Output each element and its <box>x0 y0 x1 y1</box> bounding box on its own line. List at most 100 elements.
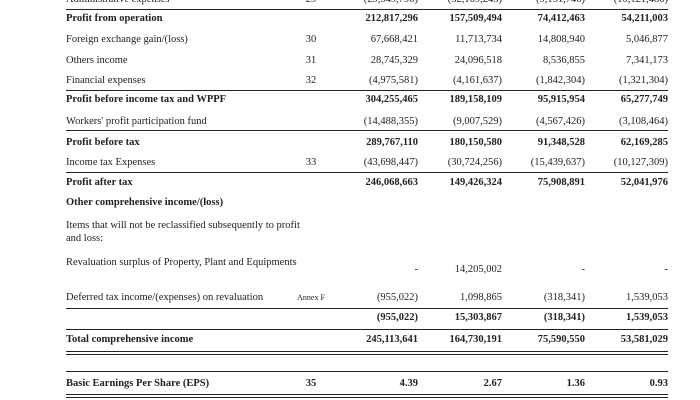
row-label: Foreign exchange gain/(loss) <box>66 34 188 45</box>
row-note: 32 <box>305 75 317 86</box>
table-row: Profit before income tax and WPPF 304,255… <box>66 93 668 107</box>
row-value: (30,724,256) <box>447 157 502 168</box>
double-rule <box>66 351 668 355</box>
row-label: Profit after tax <box>66 177 133 188</box>
row-label: Workers' profit participation fund <box>66 116 207 127</box>
row-value: 149,426,324 <box>449 177 503 188</box>
rule <box>66 90 668 91</box>
table-row: Income tax Expenses 33 (43,698,447) (30,724… <box>66 156 668 170</box>
row-label: Other comprehensive income/(loss) <box>66 197 224 208</box>
row-label: Basic Earnings Per Share (EPS) <box>66 378 210 389</box>
row-value: 65,277,749 <box>620 94 668 105</box>
row-value: 53,581,029 <box>620 334 668 345</box>
row-value: 52,041,976 <box>620 177 668 188</box>
row-value: (1,842,304) <box>536 75 585 86</box>
table-row: Financial expenses 32 (4,975,581) (4,161,63… <box>66 74 668 88</box>
row-value: 74,412,463 <box>537 13 585 24</box>
row-value: (32,169,243) <box>412 0 502 7</box>
row-value: 11,713,734 <box>455 34 502 45</box>
table-row: Profit after tax 246,068,663 149,426,324 75… <box>66 176 668 190</box>
row-value: (318,341) <box>543 312 585 323</box>
table-row: Profit before tax 289,767,110 180,150,580 9… <box>66 136 668 150</box>
row-value: 304,255,465 <box>365 94 419 105</box>
row-value: (10,121,486) <box>578 0 668 7</box>
row-label: Financial expenses <box>66 75 146 86</box>
row-value: 67,668,421 <box>370 34 418 45</box>
row-value: (14,488,355) <box>363 116 418 127</box>
row-value: (9,151,746) <box>495 0 585 7</box>
row-value: 91,348,528 <box>537 137 585 148</box>
row-value: 157,509,494 <box>449 13 503 24</box>
row-value: (15,439,637) <box>530 157 585 168</box>
table-row: Administrative expenses 29(29,549,790)(32… <box>66 0 668 7</box>
row-value: - <box>414 264 419 275</box>
row-value: (43,698,447) <box>363 157 418 168</box>
rule <box>66 308 668 309</box>
rule <box>66 371 668 372</box>
row-value: (3,108,464) <box>619 116 668 127</box>
row-value: 75,590,550 <box>537 334 585 345</box>
row-value: 1,539,053 <box>626 292 668 303</box>
row-label: Profit before tax <box>66 137 140 148</box>
row-label: Others income <box>66 55 128 66</box>
table-row: Foreign exchange gain/(loss) 30 67,668,421… <box>66 33 668 47</box>
row-note: 29 <box>291 0 331 7</box>
row-label: Income tax Expenses <box>66 157 156 168</box>
row-value: (4,161,637) <box>453 75 502 86</box>
row-value: 246,068,663 <box>365 177 419 188</box>
row-value: 164,730,191 <box>449 334 503 345</box>
row-note: 30 <box>305 34 317 45</box>
row-note: Annex F <box>297 293 325 302</box>
row-value: - <box>581 264 586 275</box>
row-value: (1,321,304) <box>619 75 668 86</box>
row-value: 212,817,296 <box>365 13 419 24</box>
row-note: 33 <box>305 157 317 168</box>
row-value: 14,205,002 <box>454 264 502 275</box>
double-rule <box>66 394 668 398</box>
row-note: 31 <box>305 55 317 66</box>
row-value: 180,150,580 <box>449 137 503 148</box>
row-value: (9,007,529) <box>453 116 502 127</box>
row-value: 95,915,954 <box>537 94 585 105</box>
row-label: Profit before income tax and WPPF <box>66 94 227 105</box>
row-value: 2.67 <box>483 378 502 389</box>
row-label: Revaluation surplus of Property, Plant a… <box>66 257 297 268</box>
row-value: (4,975,581) <box>369 75 418 86</box>
row-value: 1,539,053 <box>626 312 668 323</box>
row-value: 75,908,891 <box>537 177 585 188</box>
table-row: Total comprehensive income 245,113,641 164… <box>66 333 668 347</box>
row-value: 24,096,518 <box>454 55 502 66</box>
row-label: Deferred tax income/(expenses) on revalu… <box>66 292 264 303</box>
row-value: (10,127,309) <box>613 157 668 168</box>
row-label: Administrative expenses <box>66 0 170 7</box>
row-value: - <box>664 264 669 275</box>
row-value: 289,767,110 <box>366 137 418 148</box>
row-value: 28,745,329 <box>370 55 418 66</box>
rule <box>66 329 668 330</box>
row-label: Total comprehensive income <box>66 334 194 345</box>
row-value: (955,022) <box>376 292 418 303</box>
row-value: 14,808,940 <box>537 34 585 45</box>
row-value: 189,158,109 <box>449 94 503 105</box>
row-value: (955,022) <box>376 312 418 323</box>
row-value: 1.36 <box>566 378 585 389</box>
row-value: 5,046,877 <box>626 34 668 45</box>
row-note: 35 <box>305 378 317 389</box>
row-value: (318,341) <box>543 292 585 303</box>
row-value: 4.39 <box>399 378 418 389</box>
row-value: 8,536,855 <box>543 55 585 66</box>
table-row: Others income 31 28,745,329 24,096,518 8,536… <box>66 54 668 68</box>
row-value: 0.93 <box>649 378 668 389</box>
table-row: Deferred tax income/(expenses) on revalu… <box>66 291 668 305</box>
row-value: (29,549,790) <box>328 0 418 7</box>
table-row: Basic Earnings Per Share (EPS) 35 4.39 2.67… <box>66 377 668 391</box>
row-label: Profit from operation <box>66 13 163 24</box>
rule <box>66 172 668 173</box>
row-label: Items that will not be reclassified subs… <box>66 220 300 244</box>
table-row: Revaluation surplus of Property, Plant a… <box>66 257 668 275</box>
rule <box>66 130 668 131</box>
table-row: Items that will not be reclassified subs… <box>66 220 668 244</box>
row-value: 62,169,285 <box>620 137 668 148</box>
row-value: 15,303,867 <box>454 312 502 323</box>
row-value: (4,567,426) <box>536 116 585 127</box>
